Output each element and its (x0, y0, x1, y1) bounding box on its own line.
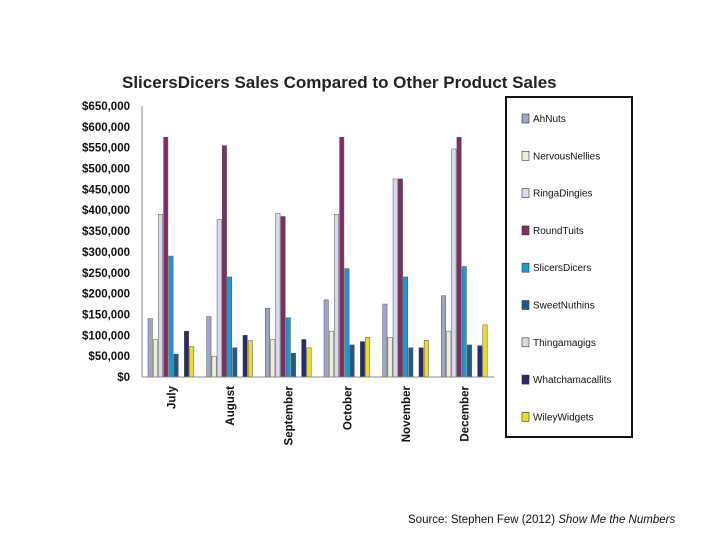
bar-wileywidgets-september (306, 347, 312, 378)
bars (147, 137, 488, 378)
bar-wileywidgets-august (247, 340, 253, 378)
x-tick-label: August (225, 386, 237, 426)
bar-slicersdicers-august (227, 276, 233, 378)
bar-ahnuts-november (382, 303, 388, 378)
bar-nervousnellies-november (387, 337, 393, 378)
legend: AhNuts NervousNellies RingaDingies RoundTui… (521, 113, 611, 423)
bar-roundtuits-december (456, 137, 462, 378)
legend-label: WileyWidgets (533, 412, 594, 423)
bar-ringadingies-december (451, 148, 457, 378)
source-note: Source: Stephen Few (2012) Show Me the N… (408, 514, 675, 526)
bar-sweetnuthins-august (232, 347, 238, 378)
legend-swatch (521, 151, 530, 161)
legend-swatch (521, 113, 530, 124)
bar-nervousnellies-october (328, 330, 334, 378)
bar-wileywidgets-november (423, 340, 429, 378)
y-tick-label: $300,000 (82, 247, 130, 259)
bar-ringadingies-september (275, 212, 281, 378)
legend-swatch (521, 300, 530, 310)
bar-sweetnuthins-july (173, 353, 179, 378)
bar-roundtuits-july (163, 137, 169, 378)
legend-swatch (521, 374, 530, 385)
legend-label: NervousNellies (533, 151, 600, 162)
bar-slicersdicers-september (285, 317, 291, 378)
legend-label: SlicersDicers (533, 263, 591, 274)
legend-label: Whatchamacallits (533, 375, 611, 386)
bar-ringadingies-august (216, 219, 222, 378)
y-tick-label: $250,000 (82, 268, 130, 280)
source-book-title: Show Me the Numbers (558, 514, 676, 526)
bar-roundtuits-september (280, 216, 286, 378)
y-tick-label: $650,000 (82, 101, 130, 113)
bar-ringadingies-july (158, 214, 164, 378)
bar-wileywidgets-december (482, 324, 488, 378)
bar-whatchamacallits-november (418, 347, 424, 378)
bar-ahnuts-july (147, 318, 153, 378)
bar-roundtuits-august (221, 145, 227, 378)
x-tick-label: November (401, 385, 413, 442)
chart-title: SlicersDicers Sales Compared to Other Pr… (122, 73, 557, 92)
bar-slicersdicers-december (461, 266, 467, 378)
bar-sweetnuthins-december (467, 344, 472, 378)
legend-label: RoundTuits (533, 226, 584, 237)
legend-label: AhNuts (533, 114, 566, 125)
source-prefix: Source: Stephen Few (2012) (408, 514, 559, 526)
y-tick-label: $100,000 (82, 330, 130, 342)
y-tick-label: $600,000 (82, 122, 130, 134)
bar-wileywidgets-october (365, 337, 371, 378)
y-tick-label: $350,000 (82, 226, 130, 238)
bar-slicersdicers-november (403, 276, 409, 378)
bar-roundtuits-november (397, 178, 403, 378)
bar-nervousnellies-august (211, 355, 217, 378)
bar-whatchamacallits-december (477, 345, 483, 378)
x-axis-labels: July August September October November Decemb… (166, 385, 471, 445)
bar-ahnuts-december (441, 295, 446, 378)
bar-whatchamacallits-september (301, 339, 307, 378)
bar-wileywidgets-july (189, 346, 195, 378)
y-tick-label: $550,000 (82, 143, 130, 155)
bar-whatchamacallits-october (360, 341, 365, 378)
y-tick-label: $200,000 (82, 289, 130, 301)
bar-nervousnellies-september (270, 339, 276, 378)
legend-swatch (521, 337, 530, 348)
legend-label: Thingamagigs (533, 338, 596, 349)
bar-sweetnuthins-november (408, 347, 414, 378)
x-tick-label: October (342, 385, 354, 430)
legend-swatch (521, 188, 530, 198)
bar-sweetnuthins-october (349, 344, 355, 378)
bar-whatchamacallits-july (184, 330, 189, 378)
legend-swatch (521, 225, 530, 236)
x-tick-label: July (166, 385, 178, 409)
y-tick-label: $50,000 (88, 351, 130, 363)
bar-ahnuts-august (206, 316, 212, 378)
x-tick-label: September (284, 385, 296, 445)
bar-ahnuts-september (265, 307, 270, 378)
legend-swatch (521, 412, 530, 422)
bar-nervousnellies-december (446, 330, 452, 378)
bar-ringadingies-october (334, 214, 340, 378)
legend-label: SweetNuthins (533, 301, 595, 312)
bar-ringadingies-november (392, 178, 398, 378)
bar-slicersdicers-july (168, 255, 174, 378)
x-tick-label: December (460, 385, 472, 441)
legend-label: RingaDingies (533, 189, 592, 200)
bar-nervousnellies-july (152, 339, 158, 378)
y-tick-label: $150,000 (82, 309, 130, 321)
bar-whatchamacallits-august (242, 335, 248, 378)
legend-swatch (521, 262, 530, 273)
bar-slicersdicers-october (344, 268, 350, 378)
bar-ahnuts-october (323, 299, 329, 378)
y-tick-label: $0 (117, 372, 130, 384)
bar-roundtuits-october (339, 137, 345, 378)
bar-sweetnuthins-september (291, 352, 296, 378)
y-tick-label: $400,000 (82, 205, 130, 217)
y-tick-label: $500,000 (82, 164, 130, 176)
y-tick-label: $450,000 (82, 184, 130, 196)
y-axis: $0 $50,000 $100,000 $150,000 $200,000 $250,00… (82, 101, 130, 384)
